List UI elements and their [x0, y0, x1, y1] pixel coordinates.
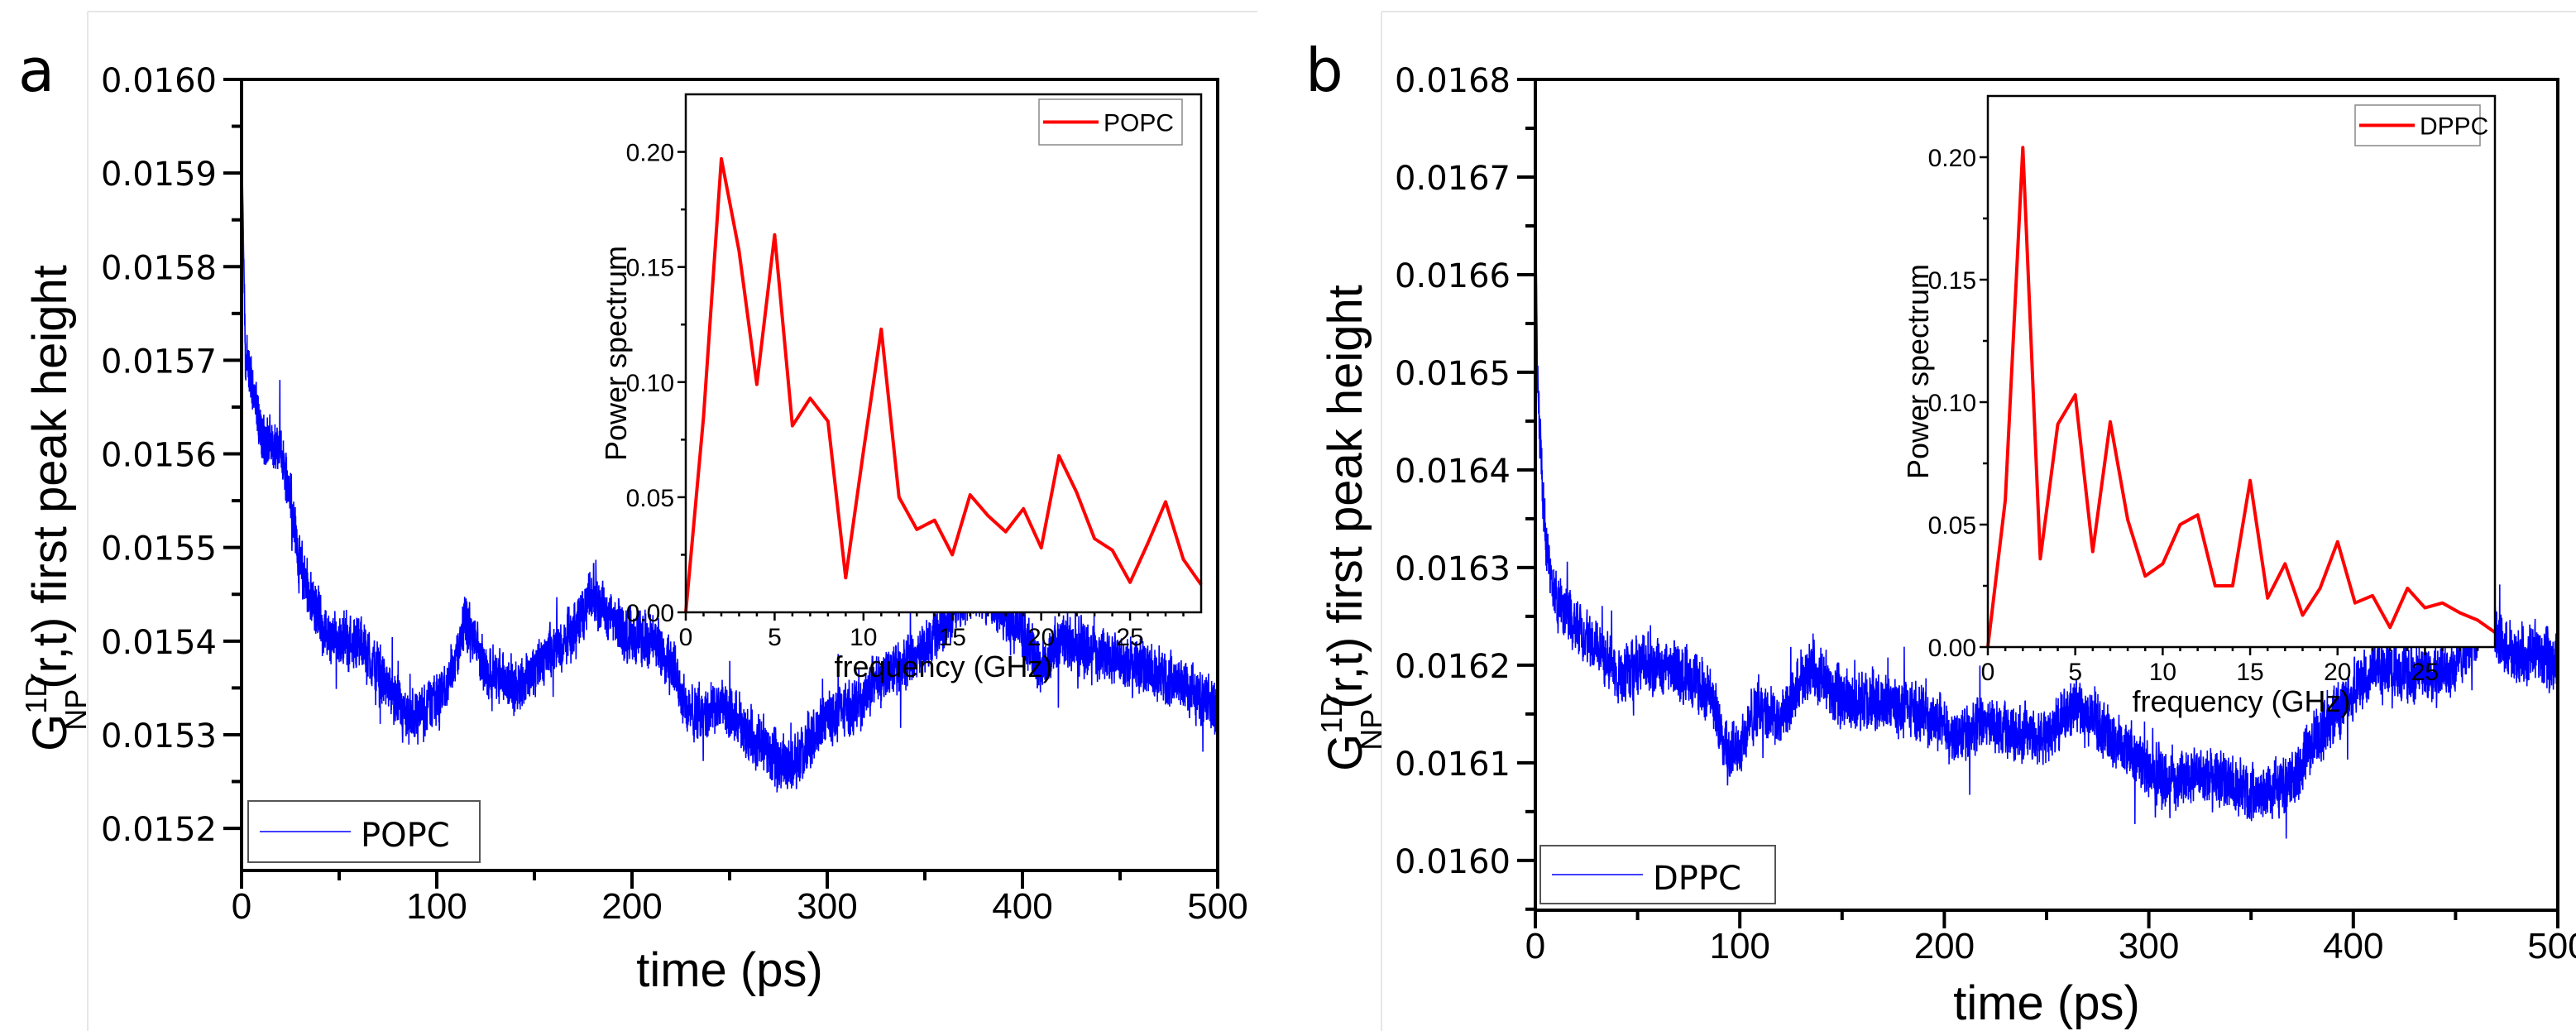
- panel-label-b: b: [1305, 36, 1343, 105]
- a-xtick-label: 100: [406, 886, 467, 927]
- b-xtick-label: 500: [2527, 926, 2576, 966]
- panel-b: 0.0160 0.0161 0.0162 0.0163 0.0164 0.0165 0.01…: [1314, 62, 2576, 1030]
- a-legend-label: POPC: [361, 817, 450, 855]
- a-inset-xtick-label: 15: [939, 624, 966, 651]
- b-inset-x-axis-title: frequency (GHz): [2132, 684, 2350, 718]
- a-inset-ytick-label: 0.10: [626, 370, 674, 397]
- b-y-title-rest: (r,t) first peak height: [1319, 285, 1372, 709]
- b-inset-y-axis-title: Power spectrum: [1901, 264, 1935, 479]
- a-xtick-label: 200: [601, 886, 662, 927]
- b-ytick-label: 0.0164: [1395, 453, 1511, 491]
- a-y-title-rest: (r,t) first peak height: [23, 265, 77, 689]
- a-xtick-label: 0: [232, 886, 251, 927]
- b-xtick-label: 0: [1525, 926, 1545, 966]
- b-xtick-label: 300: [2119, 926, 2179, 966]
- b-ytick-label: 0.0161: [1395, 746, 1511, 784]
- a-ytick-label: 0.0156: [101, 437, 217, 475]
- b-xtick-label: 400: [2323, 926, 2383, 966]
- a-inset-popc-spectrum-line: [684, 156, 1203, 613]
- a-inset-xtick-label: 25: [1116, 624, 1143, 651]
- b-ytick-label: 0.0166: [1395, 257, 1511, 295]
- a-ytick-label: 0.0152: [101, 811, 217, 849]
- b-inset-xtick-label: 5: [2068, 659, 2082, 686]
- b-ytick-label: 0.0165: [1395, 355, 1511, 393]
- b-inset-ytick-label: 0.10: [1928, 390, 1976, 417]
- a-inset-ytick-label: 0.15: [626, 255, 674, 282]
- a-inset-xtick-label: 20: [1027, 624, 1055, 651]
- a-ytick-label: 0.0153: [101, 717, 217, 755]
- b-ytick-label: 0.0162: [1395, 648, 1511, 686]
- a-inset-background: [686, 94, 1201, 612]
- b-x-axis-title: time (ps): [1953, 976, 2140, 1030]
- b-xtick-label: 200: [1914, 926, 1975, 966]
- b-ytick-label: 0.0160: [1395, 843, 1511, 881]
- a-xtick-label: 500: [1187, 886, 1247, 927]
- b-inset-xtick-label: 0: [1981, 659, 1995, 686]
- a-inset-xtick-label: 10: [850, 624, 877, 651]
- a-ytick-label: 0.0155: [101, 530, 217, 568]
- b-inset-background: [1988, 96, 2495, 647]
- a-inset-legend-label: POPC: [1104, 110, 1174, 137]
- b-inset-ytick-label: 0.20: [1928, 145, 1976, 172]
- b-inset-legend-label: DPPC: [2420, 113, 2488, 141]
- a-x-axis-title: time (ps): [636, 943, 823, 997]
- b-dppc-series-line: [1535, 157, 2559, 839]
- panel-a: 0.0152 0.0153 0.0154 0.0155 0.0156 0.0157 0.01…: [19, 62, 1248, 997]
- b-xtick-label: 100: [1709, 926, 1769, 966]
- a-ytick-label: 0.0160: [101, 62, 217, 100]
- b-inset-dppc-spectrum-line: [1986, 146, 2497, 648]
- a-ytick-label: 0.0159: [101, 156, 217, 194]
- b-ytick-label: 0.0167: [1395, 160, 1511, 198]
- b-y-axis-title: G1D NP(r,t) first peak height: [1314, 285, 1388, 771]
- a-inset-ytick-label: 0.00: [626, 600, 674, 627]
- a-inset-x-axis-title: frequency (GHz): [834, 650, 1052, 683]
- a-inset-ytick-label: 0.20: [626, 140, 674, 167]
- a-y-title-sub: NP: [59, 689, 93, 731]
- b-inset-xtick-label: 20: [2324, 659, 2351, 686]
- b-legend-label: DPPC: [1653, 860, 1741, 898]
- b-inset-xtick-label: 10: [2149, 659, 2176, 686]
- b-y-title-main: G: [1319, 734, 1372, 771]
- b-inset-xtick-label: 15: [2236, 659, 2263, 686]
- a-xtick-label: 400: [992, 886, 1052, 927]
- a-inset-frame: [684, 93, 1203, 614]
- a-xtick-label: 300: [797, 886, 857, 927]
- b-inset-ytick-label: 0.05: [1928, 512, 1976, 539]
- b-y-title-sup: 1D: [1314, 696, 1348, 734]
- a-y-axis-title: G1D NP(r,t) first peak height: [19, 265, 93, 751]
- panel-label-a: a: [18, 36, 55, 105]
- b-inset-ytick-label: 0.00: [1928, 635, 1976, 662]
- b-ytick-label: 0.0163: [1395, 550, 1511, 588]
- a-ytick-label: 0.0154: [101, 624, 217, 662]
- b-ytick-label: 0.0168: [1395, 62, 1511, 100]
- a-ytick-label: 0.0158: [101, 249, 217, 287]
- a-y-title-sup: 1D: [19, 676, 53, 714]
- b-y-title-sub: NP: [1354, 709, 1388, 750]
- a-inset-ytick-label: 0.05: [626, 485, 674, 512]
- a-ytick-label: 0.0157: [101, 343, 217, 381]
- b-inset-xtick-label: 25: [2411, 659, 2439, 686]
- a-popc-series-line: [241, 126, 1219, 793]
- a-inset-xtick-label: 5: [768, 624, 782, 651]
- a-inset-y-axis-title: Power spectrum: [599, 246, 633, 461]
- b-inset-frame: [1986, 94, 2497, 649]
- a-inset-xtick-label: 0: [679, 624, 693, 651]
- b-inset-ytick-label: 0.15: [1928, 267, 1976, 295]
- a-y-title-main: G: [23, 714, 77, 751]
